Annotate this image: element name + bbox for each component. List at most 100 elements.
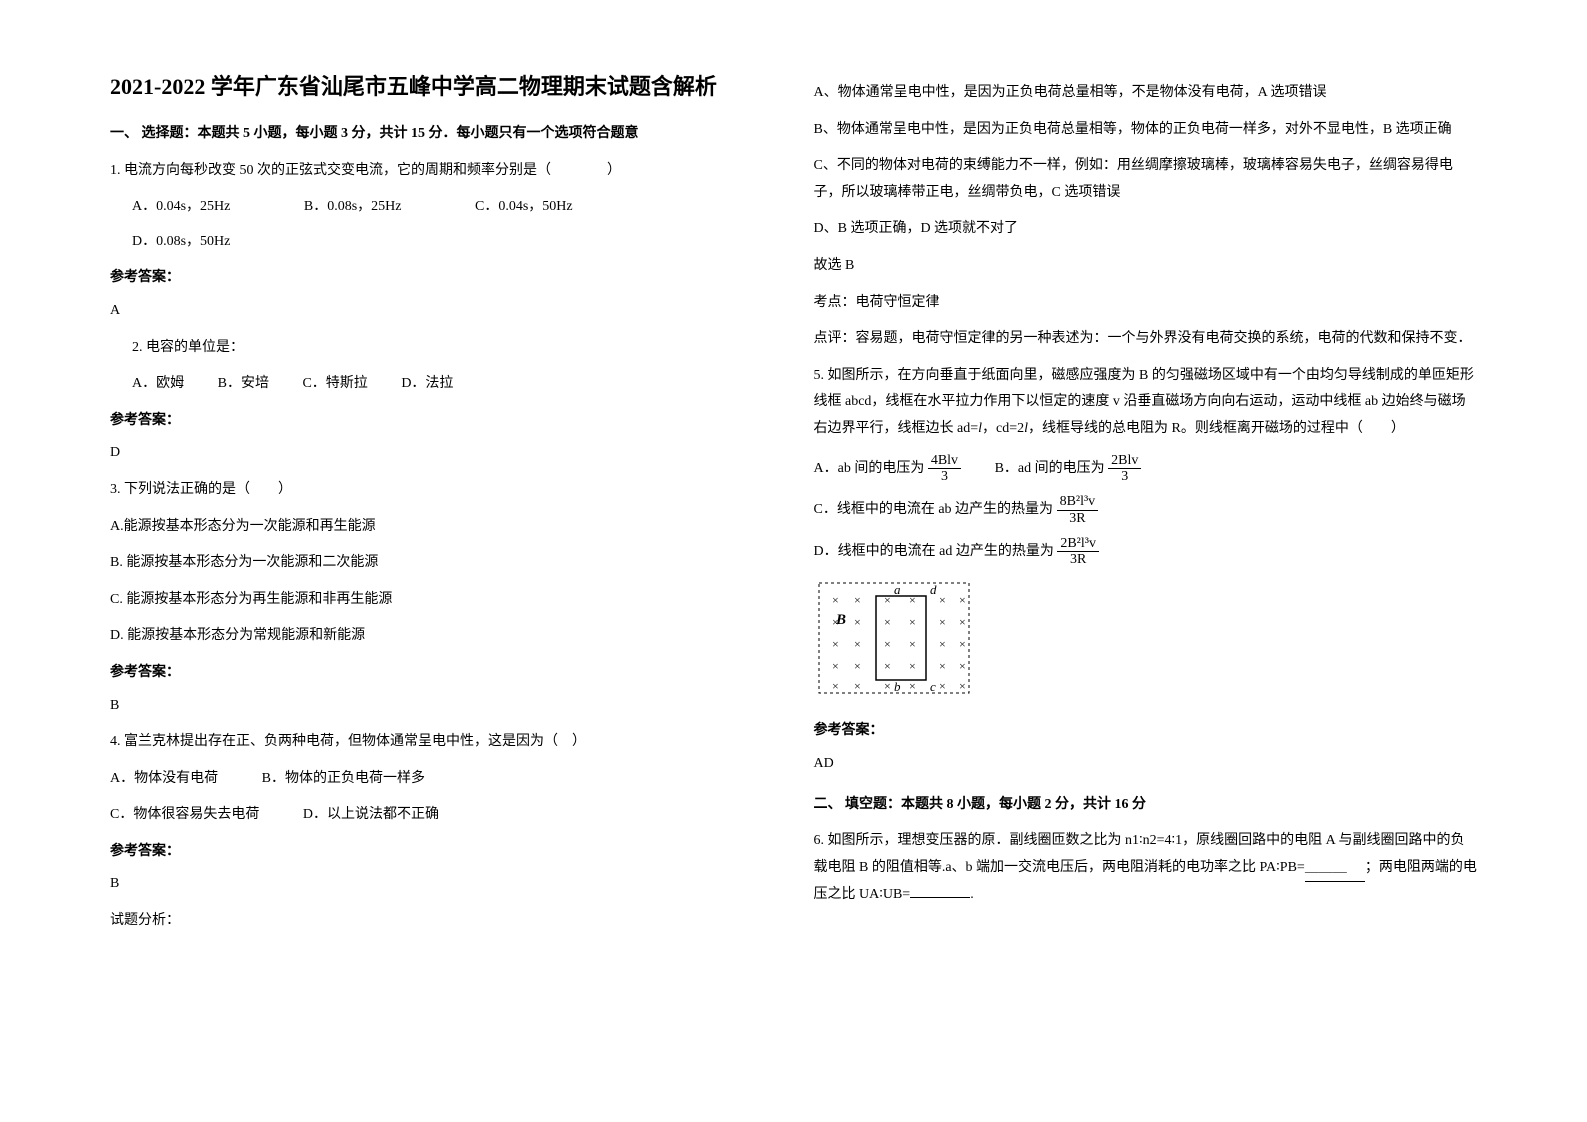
q5-D-den: 3R (1057, 552, 1099, 567)
svg-text:×: × (832, 679, 839, 693)
q2-stem: 2. 电容的单位是： (132, 335, 774, 362)
svg-text:×: × (884, 637, 891, 651)
q4-ans: B (110, 871, 774, 898)
q4-analhead: 试题分析： (110, 908, 774, 935)
q5-D-text: D．线框中的电流在 ad 边产生的热量为 (814, 544, 1058, 559)
svg-text:×: × (832, 593, 839, 607)
q1-opts: A．0.04s，25Hz B．0.08s，25Hz C．0.04s，50Hz (132, 194, 774, 221)
q3-D: D. 能源按基本形态分为常规能源和新能源 (110, 623, 774, 650)
q2-opts: A．欧姆 B．安培 C．特斯拉 D．法拉 (132, 371, 774, 398)
q5-B-den: 3 (1108, 469, 1141, 484)
q5-ans: AD (814, 751, 1478, 778)
q3-anslabel: 参考答案： (110, 660, 774, 687)
q6-blank2 (910, 897, 970, 898)
q5-anslabel: 参考答案： (814, 718, 1478, 745)
left-column: 2021-2022 学年广东省汕尾市五峰中学高二物理期末试题含解析 一、 选择题… (90, 70, 794, 1052)
q5-row-ab: A．ab 间的电压为 4Blv3 B．ad 间的电压为 2Blv3 (814, 453, 1478, 485)
svg-text:×: × (959, 659, 966, 673)
q6-blank1: ＿＿＿ (1305, 855, 1365, 883)
q4-D: D．以上说法都不正确 (303, 807, 439, 822)
anal-l4: D、B 选项正确，D 选项就不对了 (814, 216, 1478, 243)
q5-C-frac: 8B²l³v3R (1057, 494, 1099, 526)
svg-text:×: × (909, 615, 916, 629)
svg-text:×: × (939, 593, 946, 607)
svg-text:×: × (959, 637, 966, 651)
q5-row-c: C．线框中的电流在 ab 边产生的热量为 8B²l³v3R (814, 494, 1478, 526)
q4-anslabel: 参考答案： (110, 839, 774, 866)
svg-text:×: × (939, 615, 946, 629)
q1-C: C．0.04s，50Hz (475, 194, 573, 221)
svg-text:×: × (909, 679, 916, 693)
q5-diagram: ×××××× ×××××× ×××××× ×××××× ×××××× a d b… (814, 578, 1478, 709)
section2-head: 二、 填空题：本题共 8 小题，每小题 2 分，共计 16 分 (814, 792, 1478, 819)
q5-B-frac: 2Blv3 (1108, 453, 1141, 485)
q5-C-text: C．线框中的电流在 ab 边产生的热量为 (814, 502, 1057, 517)
svg-text:×: × (939, 659, 946, 673)
q2-A: A．欧姆 (132, 371, 184, 398)
svg-text:×: × (909, 637, 916, 651)
anal-l1: A、物体通常呈电中性，是因为正负电荷总量相等，不是物体没有电荷，A 选项错误 (814, 80, 1478, 107)
q2-ans: D (110, 440, 774, 467)
q5-row-d: D．线框中的电流在 ad 边产生的热量为 2B²l³v3R (814, 536, 1478, 568)
q4-A: A．物体没有电荷 (110, 771, 218, 786)
q6-s3: . (970, 887, 974, 902)
svg-text:×: × (959, 615, 966, 629)
q5-B-text: B．ad 间的电压为 (995, 461, 1109, 476)
q1-anslabel: 参考答案： (110, 265, 774, 292)
q3-stem: 3. 下列说法正确的是（ ） (110, 477, 774, 504)
q4-B: B．物体的正负电荷一样多 (262, 771, 425, 786)
label-d: d (930, 582, 937, 597)
q1-A: A．0.04s，25Hz (132, 194, 230, 221)
q1-D: D．0.08s，50Hz (132, 229, 774, 256)
section1-head: 一、 选择题：本题共 5 小题，每小题 3 分，共计 15 分．每小题只有一个选… (110, 121, 774, 148)
label-c: c (930, 679, 936, 694)
q3-C: C. 能源按基本形态分为再生能源和非再生能源 (110, 587, 774, 614)
q5-stem2: ，cd=2 (982, 421, 1024, 436)
q3-B: B. 能源按基本形态分为一次能源和二次能源 (110, 550, 774, 577)
label-b: b (894, 679, 901, 694)
svg-text:×: × (832, 637, 839, 651)
q1-stem: 1. 电流方向每秒改变 50 次的正弦式交变电流，它的周期和频率分别是（ ） (110, 158, 774, 185)
q5-D-frac: 2B²l³v3R (1057, 536, 1099, 568)
anal-l5: 故选 B (814, 253, 1478, 280)
q5-A-text: A．ab 间的电压为 (814, 461, 928, 476)
svg-text:×: × (854, 659, 861, 673)
q4-row1: A．物体没有电荷 B．物体的正负电荷一样多 (110, 766, 774, 793)
q6: 6. 如图所示，理想变压器的原．副线圈匝数之比为 n1∶n2=4∶1，原线圈回路… (814, 828, 1478, 909)
svg-text:×: × (884, 593, 891, 607)
q4-stem: 4. 富兰克林提出存在正、负两种电荷，但物体通常呈电中性，这是因为（ ） (110, 729, 774, 756)
label-B: B (835, 612, 846, 628)
q2-anslabel: 参考答案： (110, 408, 774, 435)
svg-text:×: × (959, 679, 966, 693)
svg-text:×: × (884, 679, 891, 693)
svg-text:×: × (854, 679, 861, 693)
q3-A: A.能源按基本形态分为一次能源和再生能源 (110, 514, 774, 541)
q5-B-num: 2Blv (1108, 453, 1141, 469)
svg-text:×: × (854, 615, 861, 629)
anal-l2: B、物体通常呈电中性，是因为正负电荷总量相等，物体的正负电荷一样多，对外不显电性… (814, 117, 1478, 144)
q1-ans: A (110, 298, 774, 325)
anal-l3: C、不同的物体对电荷的束缚能力不一样，例如：用丝绸摩擦玻璃棒，玻璃棒容易失电子，… (814, 153, 1478, 206)
q4-C: C．物体很容易失去电荷 (110, 807, 259, 822)
label-a: a (894, 582, 901, 597)
q2-B: B．安培 (218, 371, 269, 398)
field-diagram-svg: ×××××× ×××××× ×××××× ×××××× ×××××× a d b… (814, 578, 974, 698)
page-title: 2021-2022 学年广东省汕尾市五峰中学高二物理期末试题含解析 (110, 70, 774, 103)
svg-text:×: × (909, 659, 916, 673)
anal-l7: 点评：容易题，电荷守恒定律的另一种表述为：一个与外界没有电荷交换的系统，电荷的代… (814, 326, 1478, 353)
svg-text:×: × (909, 593, 916, 607)
q5-C-num: 8B²l³v (1057, 494, 1099, 510)
q5-stem3: ，线框导线的总电阻为 R。则线框离开磁场的过程中（ ） (1028, 421, 1405, 436)
q2-D: D．法拉 (401, 371, 453, 398)
q5-D-num: 2B²l³v (1057, 536, 1099, 552)
q5-C-den: 3R (1057, 511, 1099, 526)
anal-l6: 考点：电荷守恒定律 (814, 290, 1478, 317)
q5-A-frac: 4Blv3 (928, 453, 961, 485)
q3-ans: B (110, 693, 774, 720)
svg-text:×: × (939, 679, 946, 693)
svg-text:×: × (939, 637, 946, 651)
svg-text:×: × (832, 659, 839, 673)
right-column: A、物体通常呈电中性，是因为正负电荷总量相等，不是物体没有电荷，A 选项错误 B… (794, 70, 1498, 1052)
svg-text:×: × (884, 615, 891, 629)
svg-text:×: × (884, 659, 891, 673)
